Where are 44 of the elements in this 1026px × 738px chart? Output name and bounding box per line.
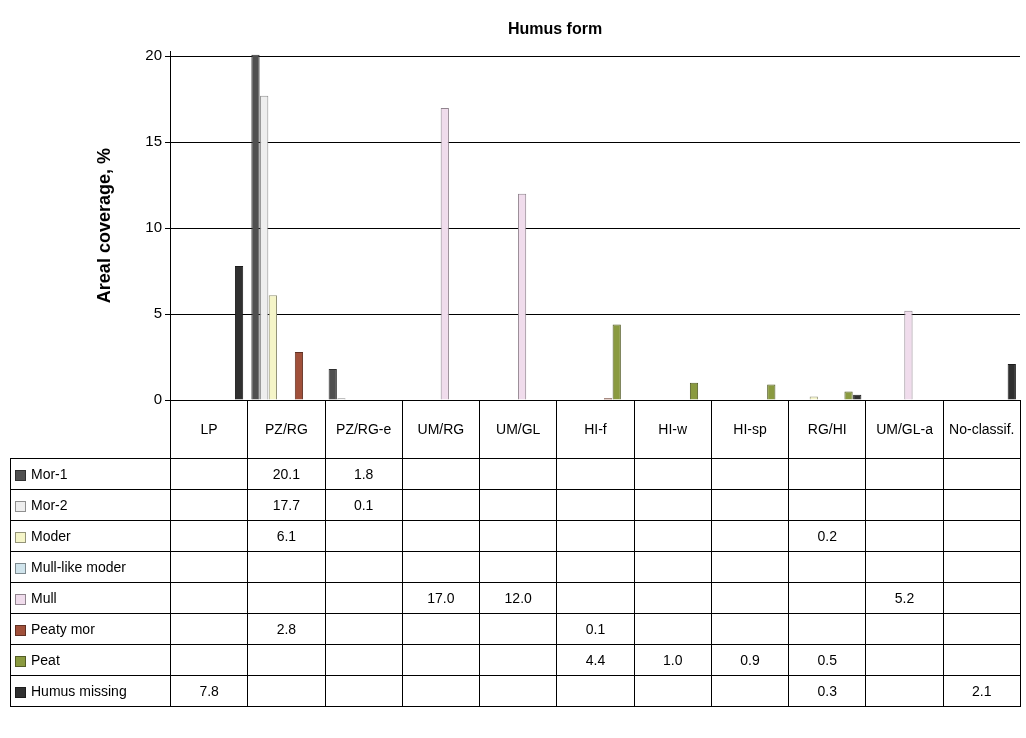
data-label: 0.9 bbox=[711, 644, 789, 676]
y-tick-label: 10 bbox=[145, 218, 162, 236]
data-label: 1.8 bbox=[325, 458, 403, 490]
y-tick-label: 5 bbox=[153, 304, 162, 322]
legend-label: Peaty mor bbox=[10, 613, 171, 645]
x-tick-label: UM/GL bbox=[479, 400, 557, 459]
data-label: 2.8 bbox=[247, 613, 326, 645]
x-tick-label: PZ/RG bbox=[247, 400, 326, 459]
x-tick-label: No-classif. bbox=[943, 400, 1021, 459]
chart-title: Humus form bbox=[507, 20, 603, 38]
legend-label: Mull-like moder bbox=[10, 551, 171, 583]
y-tick-label: 15 bbox=[145, 132, 162, 150]
x-tick-label: HI-w bbox=[634, 400, 712, 459]
legend-label: Mull bbox=[10, 582, 171, 614]
x-tick-label: UM/RG bbox=[402, 400, 480, 459]
data-label: 0.2 bbox=[788, 520, 866, 552]
data-label: 0.5 bbox=[788, 644, 866, 676]
legend-label: Moder bbox=[10, 520, 171, 552]
x-tick-label: UM/GL-a bbox=[865, 400, 944, 459]
data-label: 17.0 bbox=[402, 582, 480, 614]
data-label: 20.1 bbox=[247, 458, 326, 490]
data-label: 12.0 bbox=[479, 582, 557, 614]
data-label: 0.3 bbox=[788, 675, 866, 707]
y-tick-label: 0 bbox=[153, 390, 162, 408]
legend-label: Humus missing bbox=[10, 675, 171, 707]
data-label: 6.1 bbox=[247, 520, 326, 552]
x-tick-label: PZ/RG-e bbox=[325, 400, 403, 459]
data-label: 5.2 bbox=[865, 582, 944, 614]
data-label: 0.1 bbox=[556, 613, 635, 645]
x-tick-label: HI-f bbox=[556, 400, 635, 459]
data-label: 2.1 bbox=[943, 675, 1021, 707]
legend-label: Mor-1 bbox=[10, 458, 171, 490]
data-label: 0.1 bbox=[325, 489, 403, 521]
x-tick-label: RG/HI bbox=[788, 400, 866, 459]
x-tick-label: HI-sp bbox=[711, 400, 789, 459]
x-tick-label: LP bbox=[170, 400, 248, 459]
legend-label: Mor-2 bbox=[10, 489, 171, 521]
y-tick-label: 20 bbox=[145, 46, 162, 64]
data-label: 1.0 bbox=[634, 644, 712, 676]
data-label: 4.4 bbox=[556, 644, 635, 676]
data-label: 7.8 bbox=[170, 675, 248, 707]
data-label: 17.7 bbox=[247, 489, 326, 521]
y-axis-title: Areal coverage, % bbox=[93, 148, 114, 304]
legend-label: Peat bbox=[10, 644, 171, 676]
